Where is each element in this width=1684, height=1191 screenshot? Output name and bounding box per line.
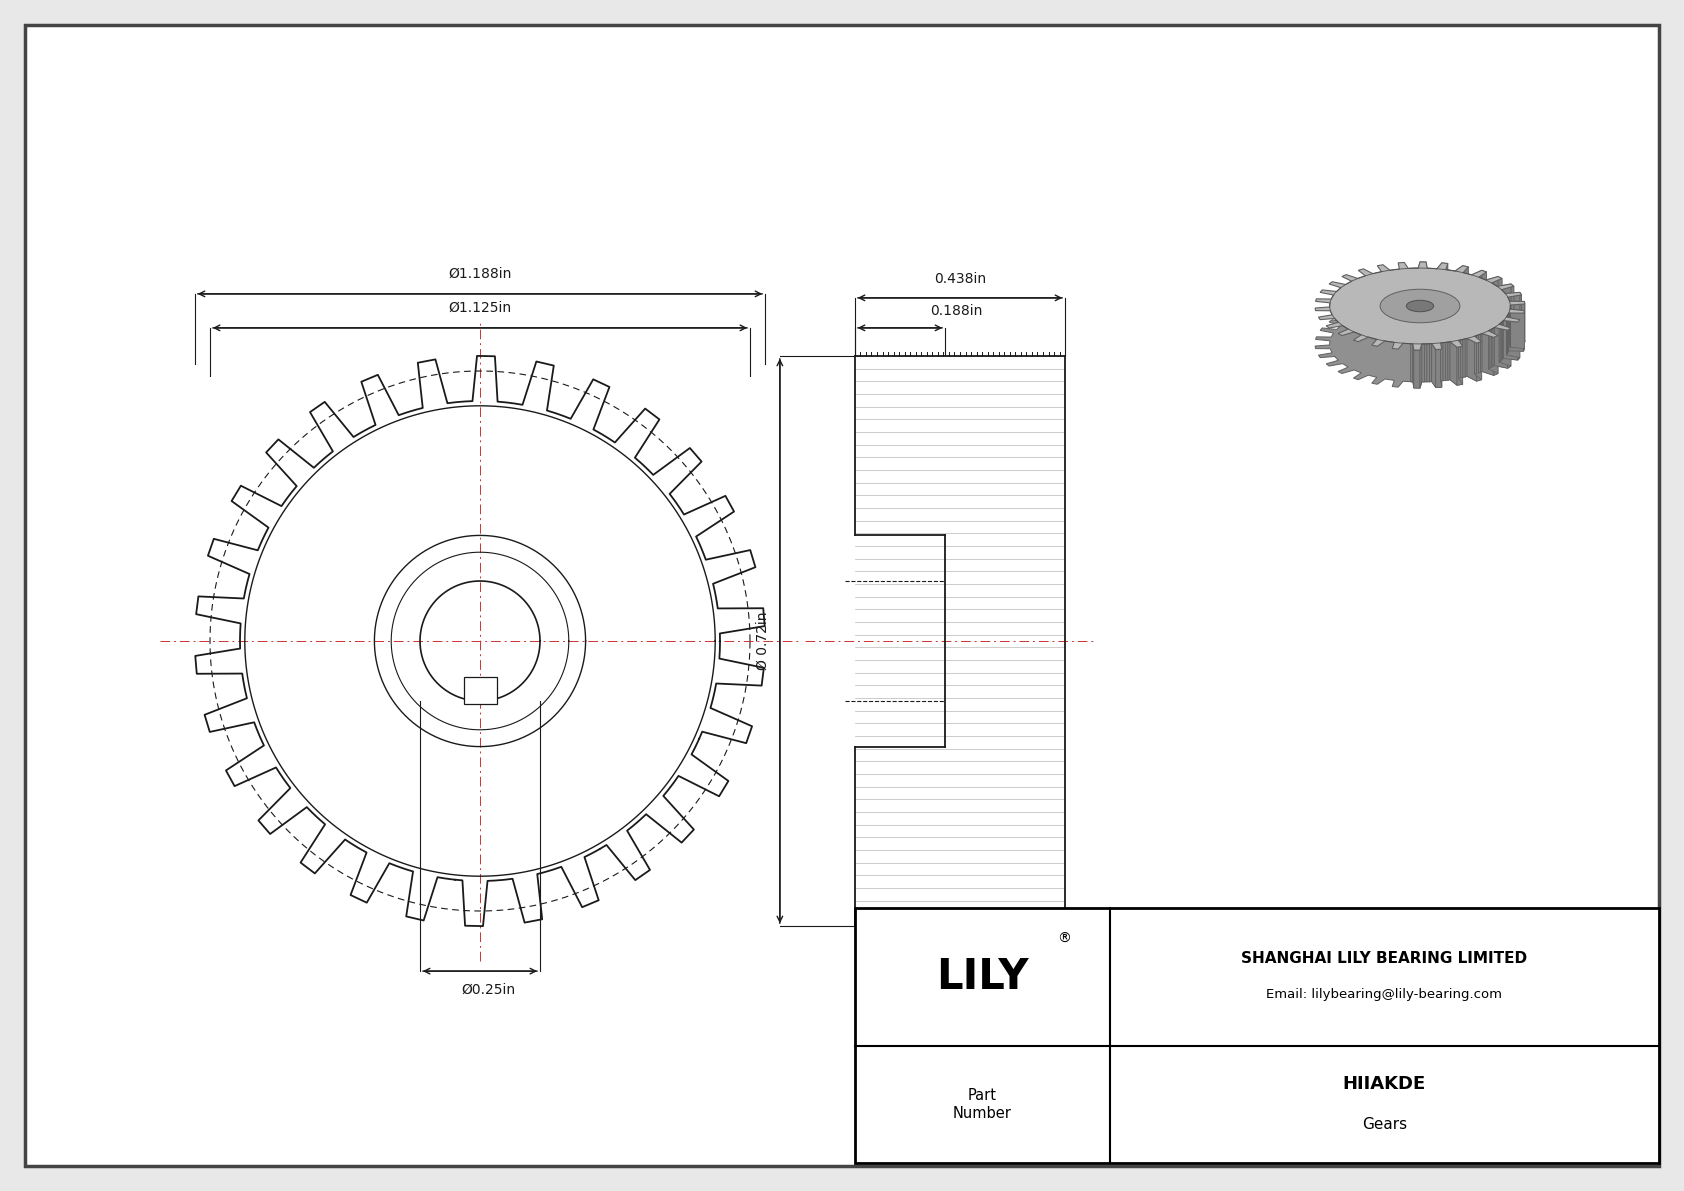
Polygon shape <box>1463 273 1465 311</box>
Polygon shape <box>1475 336 1482 380</box>
Polygon shape <box>1416 268 1418 306</box>
Polygon shape <box>1442 263 1448 301</box>
Polygon shape <box>1482 279 1484 317</box>
Polygon shape <box>1458 339 1460 379</box>
Polygon shape <box>1418 262 1420 306</box>
Polygon shape <box>1475 336 1477 374</box>
Polygon shape <box>1505 292 1521 331</box>
Polygon shape <box>1507 328 1511 368</box>
Polygon shape <box>1450 270 1453 308</box>
Polygon shape <box>1463 339 1465 378</box>
Polygon shape <box>1426 344 1430 382</box>
Polygon shape <box>1507 295 1522 335</box>
Polygon shape <box>1499 276 1502 317</box>
Polygon shape <box>1440 343 1443 381</box>
Polygon shape <box>1445 342 1448 380</box>
Polygon shape <box>1494 328 1507 368</box>
Polygon shape <box>1511 304 1526 343</box>
Polygon shape <box>1492 279 1502 320</box>
Polygon shape <box>1517 319 1521 360</box>
Polygon shape <box>1435 268 1436 307</box>
Text: Ø0.25in: Ø0.25in <box>461 983 515 997</box>
Polygon shape <box>1477 342 1482 381</box>
Polygon shape <box>1480 278 1482 317</box>
Polygon shape <box>1509 301 1524 339</box>
Polygon shape <box>1455 266 1463 308</box>
Polygon shape <box>1463 267 1468 311</box>
Polygon shape <box>1494 336 1499 375</box>
Polygon shape <box>1431 344 1436 387</box>
Text: Part
Number: Part Number <box>953 1089 1012 1121</box>
Polygon shape <box>1467 274 1470 312</box>
Polygon shape <box>1482 333 1494 375</box>
Polygon shape <box>1447 269 1448 308</box>
Polygon shape <box>1470 274 1472 313</box>
Polygon shape <box>1465 273 1467 312</box>
Polygon shape <box>1453 270 1455 308</box>
Polygon shape <box>1472 270 1482 313</box>
Polygon shape <box>1463 266 1468 305</box>
Text: Email: lilybearing@lily-bearing.com: Email: lilybearing@lily-bearing.com <box>1266 989 1502 1002</box>
Polygon shape <box>1436 263 1442 307</box>
Polygon shape <box>1479 335 1480 373</box>
Polygon shape <box>1457 347 1463 385</box>
Polygon shape <box>1511 310 1524 349</box>
Polygon shape <box>1448 342 1450 380</box>
Polygon shape <box>1315 300 1526 388</box>
Polygon shape <box>1479 272 1487 316</box>
Polygon shape <box>1411 268 1413 306</box>
Polygon shape <box>1420 344 1421 388</box>
Text: 0.188in: 0.188in <box>930 304 982 318</box>
Polygon shape <box>1507 317 1521 357</box>
Polygon shape <box>1489 331 1499 374</box>
Polygon shape <box>1448 270 1450 308</box>
Polygon shape <box>1436 349 1442 387</box>
Polygon shape <box>1502 286 1514 328</box>
Polygon shape <box>1426 268 1430 306</box>
Polygon shape <box>1415 350 1420 388</box>
Polygon shape <box>1511 283 1514 324</box>
Bar <box>463 676 497 704</box>
Polygon shape <box>1482 270 1487 310</box>
Text: 0.438in: 0.438in <box>935 272 987 286</box>
Polygon shape <box>1431 268 1435 306</box>
Bar <box>855 908 1659 1162</box>
Polygon shape <box>1484 279 1485 318</box>
Polygon shape <box>1447 263 1448 307</box>
Polygon shape <box>1460 339 1463 378</box>
Text: LILY: LILY <box>936 956 1029 998</box>
Text: Ø1.188in: Ø1.188in <box>448 267 512 281</box>
Polygon shape <box>1521 292 1522 332</box>
Polygon shape <box>1477 335 1479 374</box>
Text: Ø1.125in: Ø1.125in <box>448 301 512 314</box>
Polygon shape <box>1420 262 1426 300</box>
Text: Ø 0.72in: Ø 0.72in <box>756 612 770 671</box>
Polygon shape <box>1443 342 1445 381</box>
Polygon shape <box>1408 268 1411 306</box>
Polygon shape <box>1465 338 1467 376</box>
Polygon shape <box>1497 283 1511 324</box>
Polygon shape <box>1430 268 1431 306</box>
Polygon shape <box>1467 338 1477 381</box>
Polygon shape <box>1479 278 1480 316</box>
Polygon shape <box>1458 341 1463 385</box>
Polygon shape <box>1485 276 1499 318</box>
Polygon shape <box>1421 344 1425 382</box>
Text: ®: ® <box>1058 931 1071 946</box>
Text: SHANGHAI LILY BEARING LIMITED: SHANGHAI LILY BEARING LIMITED <box>1241 952 1527 966</box>
Polygon shape <box>1430 344 1431 382</box>
Polygon shape <box>1413 268 1416 306</box>
Polygon shape <box>1315 262 1526 350</box>
Polygon shape <box>1504 320 1517 360</box>
Ellipse shape <box>1381 289 1460 323</box>
Polygon shape <box>1425 344 1426 382</box>
Text: HIIAKDE: HIIAKDE <box>1342 1075 1426 1093</box>
Ellipse shape <box>1406 300 1433 312</box>
Polygon shape <box>1411 344 1413 382</box>
Bar <box>855 356 1064 927</box>
Polygon shape <box>1499 324 1511 366</box>
Text: Gears: Gears <box>1362 1117 1408 1131</box>
Polygon shape <box>1450 342 1457 385</box>
Polygon shape <box>1509 313 1524 351</box>
